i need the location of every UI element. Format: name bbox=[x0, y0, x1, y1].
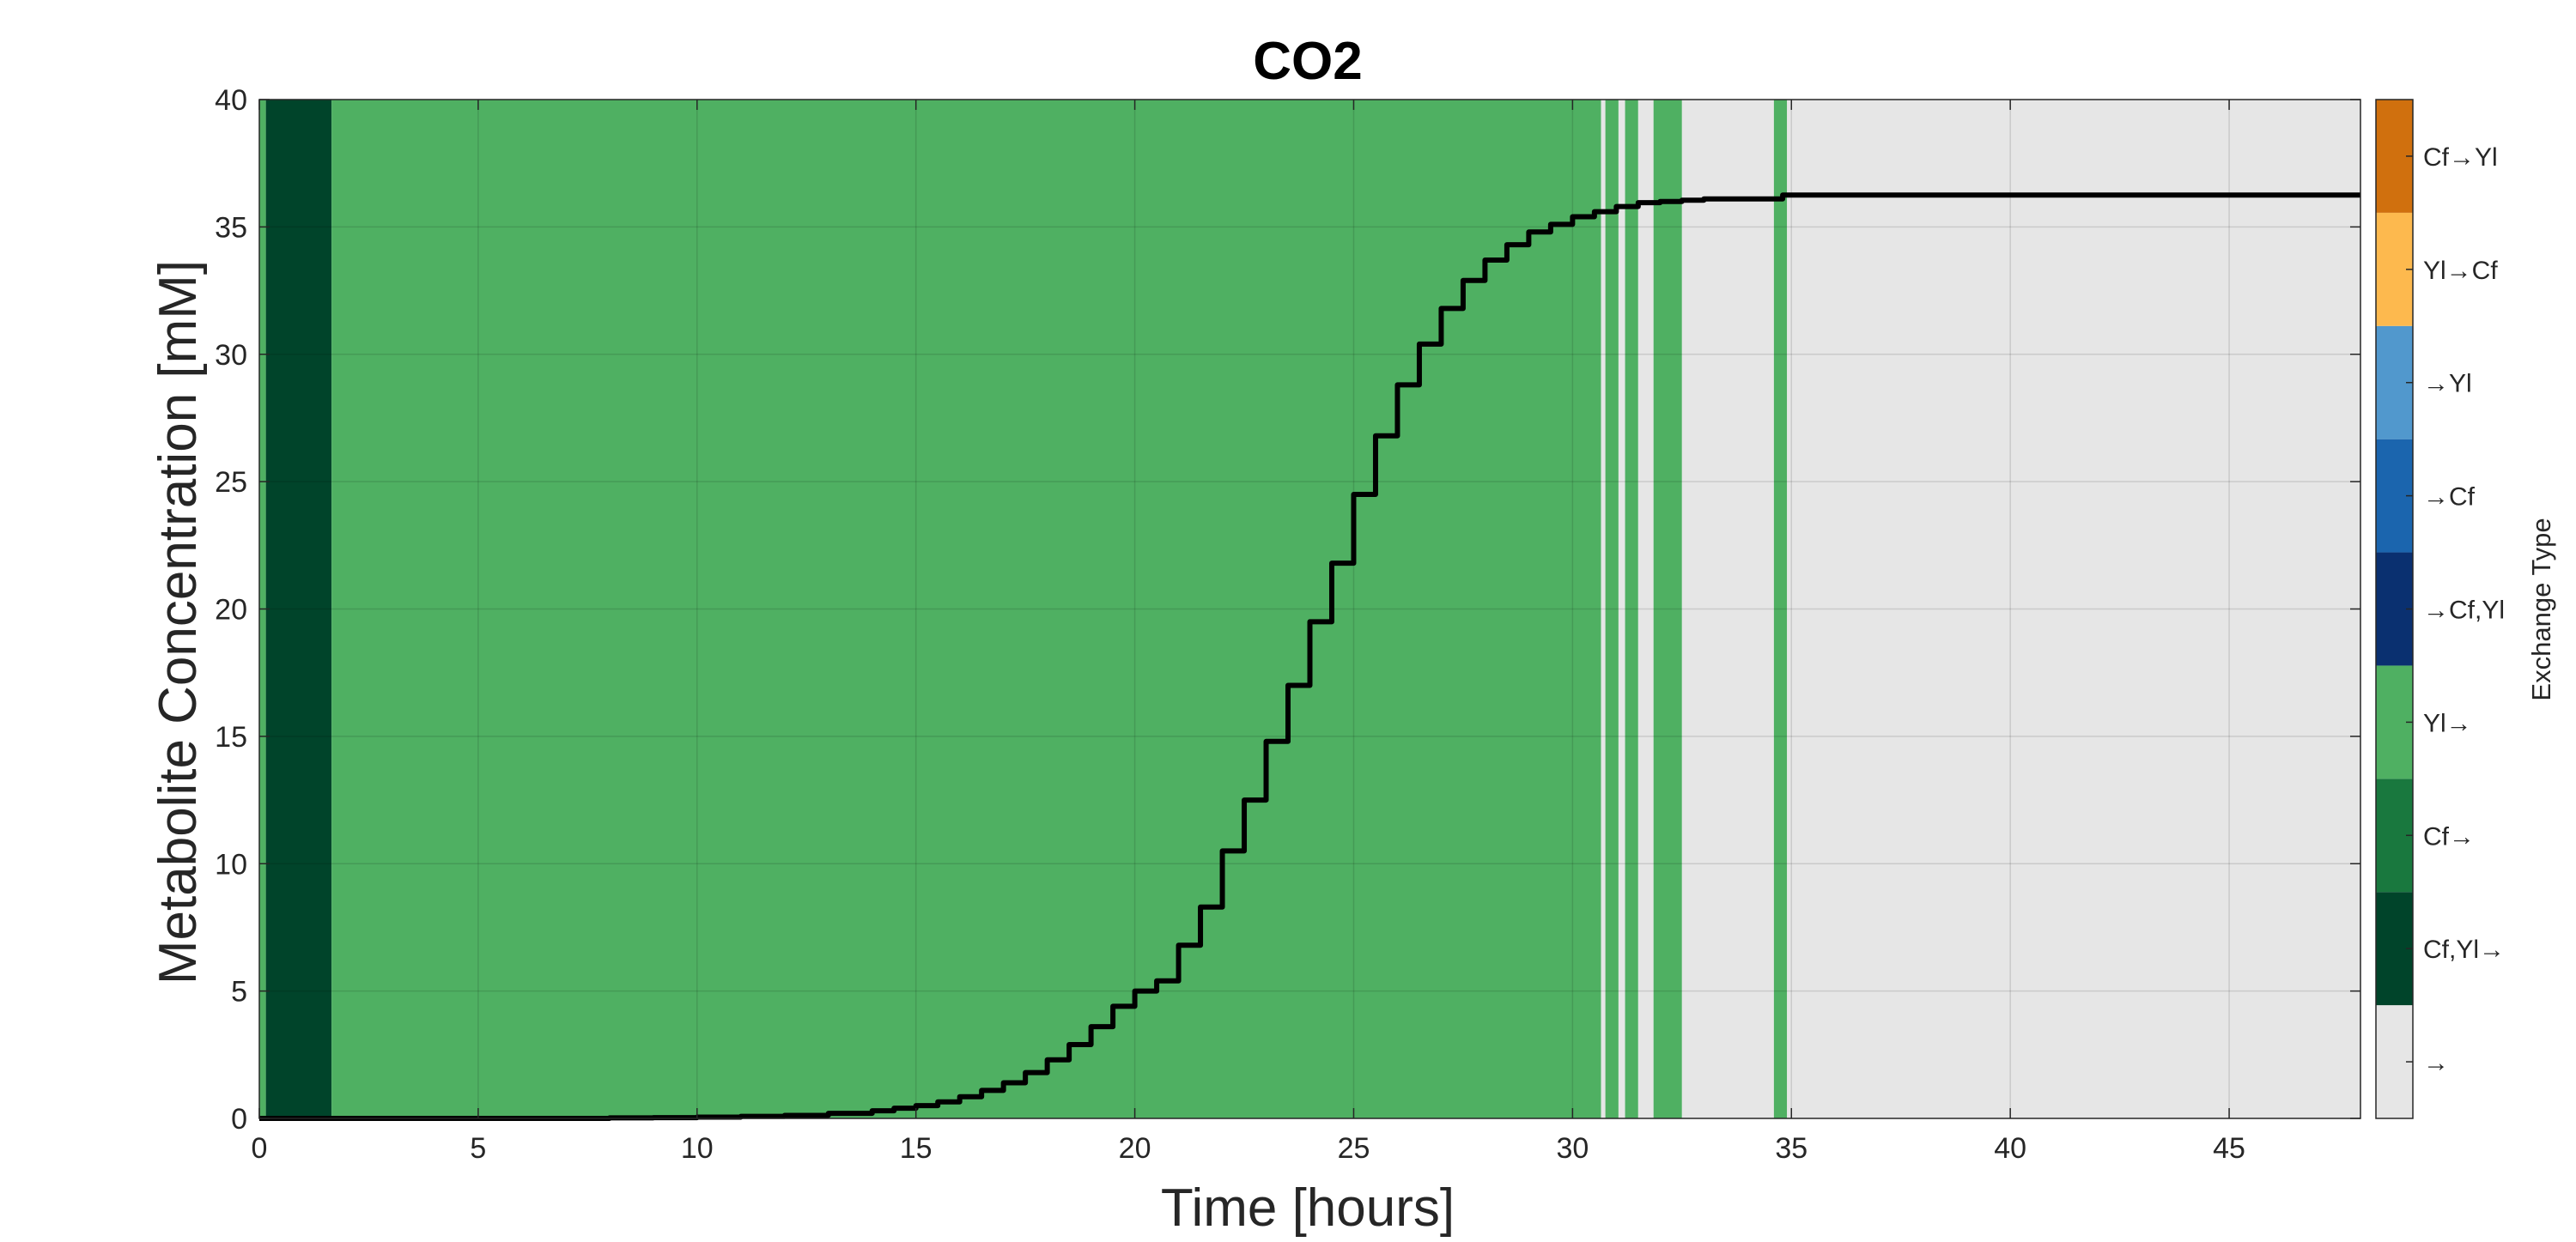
colorbar-frame bbox=[2375, 99, 2414, 1119]
y-tick-label: 5 bbox=[231, 976, 247, 1009]
background-band bbox=[1653, 100, 1682, 1118]
background-bands bbox=[259, 100, 2360, 1118]
y-tick-label: 20 bbox=[215, 594, 247, 627]
background-band bbox=[1773, 100, 1788, 1118]
series-line bbox=[259, 192, 2360, 1121]
x-axis-label: Time [hours] bbox=[1161, 1178, 1455, 1238]
y-tick-label: 30 bbox=[215, 339, 247, 372]
colorbar-label: →Cf bbox=[2423, 483, 2476, 512]
colorbar-label: Yl→Cf bbox=[2423, 257, 2498, 285]
background-band bbox=[1601, 100, 1606, 1118]
x-axis-ticks: 0 5 10 15 20 25 30 35 40 45 bbox=[252, 100, 2245, 1165]
colorbar-label: → bbox=[2423, 1049, 2449, 1077]
background-band bbox=[1681, 100, 1774, 1118]
background-band bbox=[1787, 100, 2360, 1118]
background-band bbox=[1637, 100, 1654, 1118]
x-tick-label: 20 bbox=[1119, 1132, 1151, 1165]
colorbar-label: →Yl bbox=[2423, 370, 2472, 398]
colorbar-label: Cf→ bbox=[2423, 822, 2475, 851]
x-tick-label: 0 bbox=[252, 1132, 268, 1165]
x-tick-label: 10 bbox=[681, 1132, 714, 1165]
y-tick-label: 10 bbox=[215, 848, 247, 881]
x-tick-label: 40 bbox=[1994, 1132, 2026, 1165]
series-layer bbox=[259, 192, 2360, 1121]
colorbar-label: →Cf,Yl bbox=[2423, 597, 2505, 625]
x-tick-label: 35 bbox=[1775, 1132, 1807, 1165]
y-axis-label: Metabolite Concentration [mM] bbox=[149, 260, 208, 985]
x-tick-label: 15 bbox=[900, 1132, 933, 1165]
background-band bbox=[1605, 100, 1619, 1118]
grid-lines bbox=[259, 100, 2360, 1118]
x-tick-label: 45 bbox=[2213, 1132, 2245, 1165]
x-tick-label: 30 bbox=[1556, 1132, 1589, 1165]
background-band bbox=[331, 100, 1601, 1118]
background-band bbox=[1625, 100, 1638, 1118]
x-tick-label: 25 bbox=[1338, 1132, 1370, 1165]
y-axis-ticks: 0 5 10 15 20 25 30 35 40 bbox=[215, 84, 2360, 1136]
y-tick-label: 35 bbox=[215, 211, 247, 244]
x-tick-label: 5 bbox=[470, 1132, 486, 1165]
colorbar-title: Exchange Type bbox=[2526, 518, 2556, 700]
background-band bbox=[1618, 100, 1625, 1118]
y-tick-label: 40 bbox=[215, 84, 247, 117]
background-band bbox=[265, 100, 332, 1118]
y-tick-label: 0 bbox=[231, 1103, 247, 1136]
y-tick-label: 15 bbox=[215, 721, 247, 754]
colorbar-label: Cf,Yl→ bbox=[2423, 936, 2505, 964]
colorbar-label: Yl→ bbox=[2423, 709, 2472, 737]
colorbar: → Cf,Yl→ Cf→ Yl→ →Cf,Yl →Cf →Yl Yl→Cf Cf→Yl bbox=[2375, 99, 2505, 1119]
y-tick-label: 25 bbox=[215, 466, 247, 499]
colorbar-label: Cf→Yl bbox=[2423, 143, 2498, 172]
chart-title: CO2 bbox=[1253, 32, 1362, 91]
